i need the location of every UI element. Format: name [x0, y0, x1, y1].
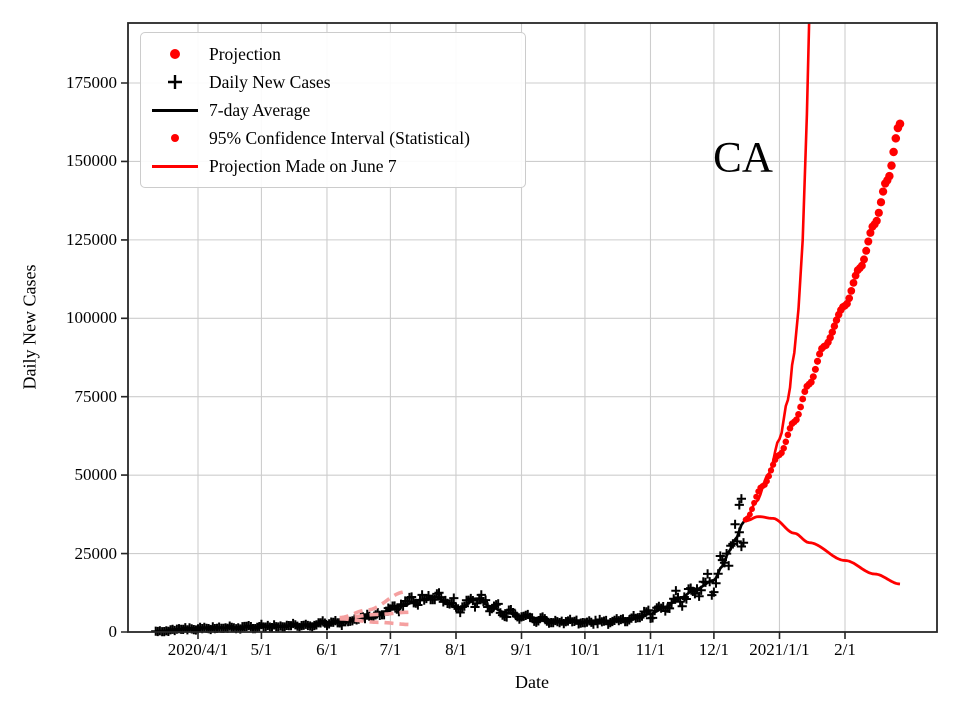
- tick-marks: [121, 82, 846, 639]
- x-tick-label: 9/1: [510, 640, 533, 659]
- y-tick-label: 175000: [66, 73, 117, 92]
- legend-item: 95% Confidence Interval (Statistical): [141, 124, 525, 152]
- projection-dot: [891, 134, 901, 143]
- projection-dot: [862, 246, 871, 255]
- projection-dot: [763, 478, 770, 485]
- ci-lower-line: [745, 515, 901, 586]
- projection-dot: [784, 431, 792, 439]
- june7-projection-line: [339, 617, 410, 627]
- x-tick-label: 2/1: [834, 640, 856, 659]
- projection-dot: [749, 506, 755, 513]
- projection-dot: [767, 467, 775, 474]
- projection-dot: [753, 493, 760, 500]
- legend-item-label: Daily New Cases: [209, 71, 331, 92]
- projection-dot: [799, 395, 807, 403]
- projection-dot: [887, 161, 896, 170]
- x-tick-label: 10/1: [569, 640, 601, 659]
- x-tick-label: 2020/4/1: [167, 640, 229, 659]
- projection-dot: [830, 322, 839, 330]
- projection-dot: [795, 411, 802, 418]
- plus-marker-icon: [168, 75, 182, 89]
- projection-dot: [889, 147, 898, 157]
- legend-item-label: Projection Made on June 7: [209, 155, 397, 176]
- projection-dot: [828, 328, 836, 336]
- projection-dot: [857, 261, 866, 270]
- y-tick-label: 150000: [66, 151, 117, 171]
- y-tick-label: 0: [108, 622, 118, 641]
- projection-dot: [878, 187, 888, 196]
- y-tick-label: 75000: [74, 386, 118, 406]
- projection-dot: [849, 279, 858, 287]
- projection-dot: [874, 208, 883, 217]
- projection-dot: [751, 499, 758, 506]
- x-tick-label: 7/1: [379, 640, 402, 659]
- x-tick-label: 12/1: [698, 640, 730, 659]
- projection-dot: [780, 444, 787, 452]
- projection-dot: [885, 171, 894, 181]
- june7-projection-line: [339, 590, 406, 620]
- seven-day-average-line: [160, 520, 745, 633]
- ci-upper-line: [744, 23, 811, 522]
- projection-dot: [746, 511, 753, 518]
- y-tick-label: 50000: [74, 465, 118, 485]
- y-tick-label: 25000: [74, 543, 118, 563]
- legend-item-label: Projection: [209, 43, 281, 64]
- legend-item-label: 7-day Average: [209, 99, 311, 120]
- plot-border: [127, 22, 938, 633]
- confidence-dot-icon: [171, 134, 179, 142]
- projection-dot: [809, 373, 817, 381]
- legend-item: Daily New Cases: [141, 68, 525, 96]
- projection-dot: [769, 461, 777, 468]
- legend: Projection Daily New Cases 7-day Average 95…: [140, 32, 526, 188]
- projection-dot: [847, 287, 856, 295]
- projection-dot: [845, 294, 854, 303]
- state-annotation: CA: [713, 134, 773, 182]
- daily-new-cases-scatter: [151, 494, 749, 637]
- legend-item: Projection Made on June 7: [141, 152, 525, 180]
- legend-item: Projection: [141, 40, 525, 68]
- june7-line-icon: [152, 164, 198, 168]
- projection-dot: [895, 119, 905, 129]
- projection-dot: [793, 416, 800, 424]
- projection-dot: [816, 350, 824, 358]
- x-tick-label: 5/1: [250, 640, 273, 659]
- x-tick-label: 6/1: [316, 640, 338, 659]
- projection-dot: [864, 237, 873, 246]
- y-tick-label: 100000: [66, 308, 117, 328]
- projection-dot: [860, 255, 868, 264]
- x-tick-label: 11/1: [635, 640, 666, 659]
- projection-dot: [782, 438, 790, 446]
- projection-dot: [876, 198, 886, 207]
- projection-dot: [807, 378, 815, 386]
- projection-dot: [866, 228, 875, 237]
- projection-dot-icon: [170, 49, 180, 59]
- projection-dot: [872, 216, 881, 225]
- y-axis-title: Daily New Cases: [19, 264, 40, 390]
- x-tick-label: 2021/1/1: [749, 640, 810, 659]
- projection-dot: [801, 388, 809, 396]
- june7-projection-line: [339, 610, 410, 621]
- y-tick-label: 125000: [66, 229, 117, 249]
- x-axis-title: Date: [515, 672, 549, 692]
- projection-dot: [811, 365, 819, 373]
- projection-dot: [797, 403, 804, 411]
- projection-dot: [765, 473, 773, 480]
- legend-item-label: 95% Confidence Interval (Statistical): [209, 127, 470, 148]
- average-line-icon: [152, 108, 198, 112]
- x-tick-label: 8/1: [445, 640, 467, 659]
- legend-item: 7-day Average: [141, 96, 525, 124]
- projection-dot: [813, 357, 822, 365]
